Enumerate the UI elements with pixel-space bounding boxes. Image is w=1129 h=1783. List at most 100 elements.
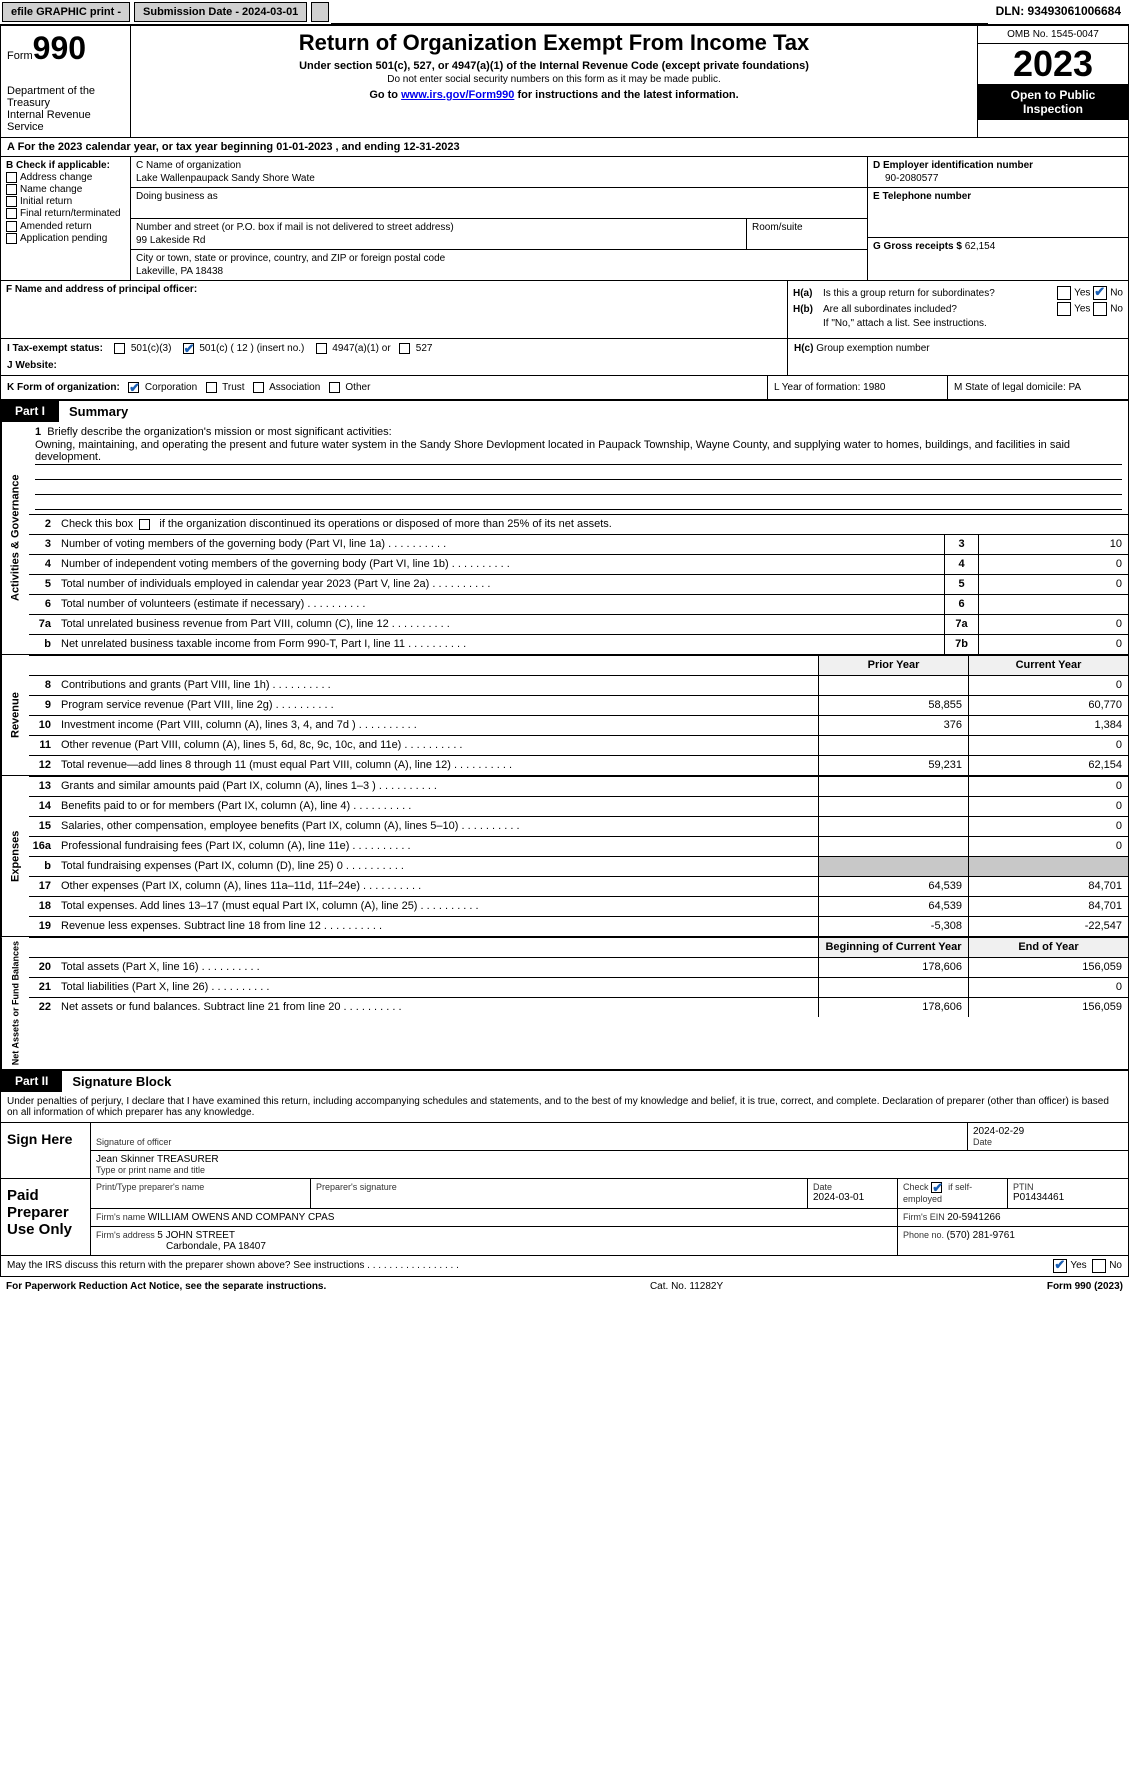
blank-button[interactable]	[311, 2, 329, 22]
data-row: 19Revenue less expenses. Subtract line 1…	[29, 916, 1128, 936]
cb-application-pending[interactable]: Application pending	[6, 233, 125, 244]
prep-check-label: Check	[903, 1183, 929, 1193]
hb-label: H(b)	[793, 304, 823, 315]
omb-number: OMB No. 1545-0047	[978, 26, 1128, 44]
cb-amended-return[interactable]: Amended return	[6, 221, 125, 232]
block-klm: K Form of organization: Corporation Trus…	[0, 376, 1129, 401]
room-label: Room/suite	[747, 219, 867, 249]
box-ij: I Tax-exempt status: 501(c)(3) 501(c) ( …	[1, 339, 788, 375]
dept-treasury: Department of the Treasury	[7, 85, 124, 109]
opt-corporation: Corporation	[145, 382, 197, 393]
cb-corporation[interactable]	[128, 382, 139, 393]
data-row: 18Total expenses. Add lines 13–17 (must …	[29, 896, 1128, 916]
block-ij: I Tax-exempt status: 501(c)(3) 501(c) ( …	[0, 339, 1129, 376]
period-row: A For the 2023 calendar year, or tax yea…	[0, 138, 1129, 157]
prep-date: 2024-03-01	[813, 1192, 892, 1203]
sig-date: 2024-02-29	[973, 1126, 1123, 1137]
firm-ein-label: Firm's EIN	[903, 1212, 947, 1222]
prep-sig-label: Preparer's signature	[316, 1182, 802, 1192]
cb-initial-return[interactable]: Initial return	[6, 196, 125, 207]
city-label: City or town, state or province, country…	[136, 253, 862, 264]
cb-association[interactable]	[253, 382, 264, 393]
data-row: 10Investment income (Part VIII, column (…	[29, 715, 1128, 735]
col-begin-year: Beginning of Current Year	[818, 938, 968, 957]
cb-final-return[interactable]: Final return/terminated	[6, 208, 125, 219]
period-mid: , and ending	[336, 141, 404, 153]
cb-trust[interactable]	[206, 382, 217, 393]
tax-year: 2023	[978, 44, 1128, 84]
cb-other[interactable]	[329, 382, 340, 393]
hb-yes: Yes	[1074, 304, 1090, 315]
dba-label: Doing business as	[136, 191, 862, 202]
ha-no: No	[1110, 288, 1123, 299]
hc-text: Group exemption number	[816, 343, 929, 354]
cb-501c[interactable]	[183, 343, 194, 354]
phone-label: E Telephone number	[873, 191, 1123, 202]
header-left: Form990 Department of the Treasury Inter…	[1, 26, 131, 137]
preparer-block: Paid Preparer Use Only Print/Type prepar…	[0, 1179, 1129, 1255]
box-c: C Name of organization Lake Wallenpaupac…	[131, 157, 868, 280]
signature-intro: Under penalties of perjury, I declare th…	[0, 1092, 1129, 1123]
opt-501c3: 501(c)(3)	[131, 343, 172, 354]
data-row: 11Other revenue (Part VIII, column (A), …	[29, 735, 1128, 755]
part2-header: Part II Signature Block	[0, 1070, 1129, 1092]
discuss-text: May the IRS discuss this return with the…	[7, 1260, 459, 1271]
opt-501c: 501(c) ( 12 ) (insert no.)	[199, 343, 304, 354]
gov-row: 5Total number of individuals employed in…	[29, 574, 1128, 594]
firm-addr-label: Firm's address	[96, 1230, 157, 1240]
opt-other: Other	[345, 382, 370, 393]
cb-name-change[interactable]: Name change	[6, 184, 125, 195]
gov-row: 7aTotal unrelated business revenue from …	[29, 614, 1128, 634]
ein-value: 90-2080577	[873, 173, 1123, 184]
data-row: 16aProfessional fundraising fees (Part I…	[29, 836, 1128, 856]
cb-discontinued[interactable]	[139, 519, 150, 530]
vside-governance: Activities & Governance	[1, 422, 29, 654]
officer-name-label: Type or print name and title	[96, 1165, 1123, 1175]
cb-ha-yes[interactable]	[1057, 286, 1071, 300]
col-prior-year: Prior Year	[818, 656, 968, 675]
cb-hb-yes[interactable]	[1057, 302, 1071, 316]
gross-receipts-value: 62,154	[965, 241, 996, 252]
sig-officer-label: Signature of officer	[96, 1137, 962, 1147]
dln-label: DLN: 93493061006684	[988, 0, 1129, 24]
open-inspection: Open to Public Inspection	[978, 84, 1128, 120]
cb-527[interactable]	[399, 343, 410, 354]
cb-self-employed[interactable]	[931, 1182, 942, 1193]
goto-link[interactable]: www.irs.gov/Form990	[401, 89, 514, 101]
firm-ein: 20-5941266	[947, 1212, 1000, 1223]
gross-receipts-label: G Gross receipts $	[873, 241, 962, 252]
cb-501c3[interactable]	[114, 343, 125, 354]
data-row: 8Contributions and grants (Part VIII, li…	[29, 675, 1128, 695]
cb-discuss-no[interactable]	[1092, 1259, 1106, 1273]
ha-text: Is this a group return for subordinates?	[823, 288, 1057, 299]
data-row: 22Net assets or fund balances. Subtract …	[29, 997, 1128, 1017]
opt-trust: Trust	[222, 382, 244, 393]
data-row: bTotal fundraising expenses (Part IX, co…	[29, 856, 1128, 876]
block-fh: F Name and address of principal officer:…	[0, 280, 1129, 339]
dba-value	[136, 204, 862, 215]
firm-name: WILLIAM OWENS AND COMPANY CPAS	[148, 1212, 335, 1223]
street-value: 99 Lakeside Rd	[136, 235, 741, 246]
efile-print-button[interactable]: efile GRAPHIC print -	[2, 2, 130, 22]
cb-ha-no[interactable]	[1093, 286, 1107, 300]
goto-suffix: for instructions and the latest informat…	[514, 89, 738, 101]
vside-net: Net Assets or Fund Balances	[1, 937, 29, 1069]
cb-4947[interactable]	[316, 343, 327, 354]
gov-row: 4Number of independent voting members of…	[29, 554, 1128, 574]
firm-name-label: Firm's name	[96, 1212, 148, 1222]
ha-yes: Yes	[1074, 288, 1090, 299]
discuss-row: May the IRS discuss this return with the…	[0, 1256, 1129, 1277]
page-footer: For Paperwork Reduction Act Notice, see …	[0, 1277, 1129, 1296]
part2-title: Signature Block	[62, 1071, 181, 1092]
submission-date-button[interactable]: Submission Date - 2024-03-01	[134, 2, 307, 22]
box-b-title: B Check if applicable:	[6, 160, 125, 171]
section-revenue: Revenue Prior Year Current Year 8Contrib…	[0, 655, 1129, 776]
vside-expenses: Expenses	[1, 776, 29, 936]
cb-discuss-yes[interactable]	[1053, 1259, 1067, 1273]
cb-hb-no[interactable]	[1093, 302, 1107, 316]
gov-row: 3Number of voting members of the governi…	[29, 534, 1128, 554]
box-b: B Check if applicable: Address change Na…	[1, 157, 131, 280]
topbar: efile GRAPHIC print - Submission Date - …	[0, 0, 1129, 26]
data-row: 17Other expenses (Part IX, column (A), l…	[29, 876, 1128, 896]
cb-address-change[interactable]: Address change	[6, 172, 125, 183]
